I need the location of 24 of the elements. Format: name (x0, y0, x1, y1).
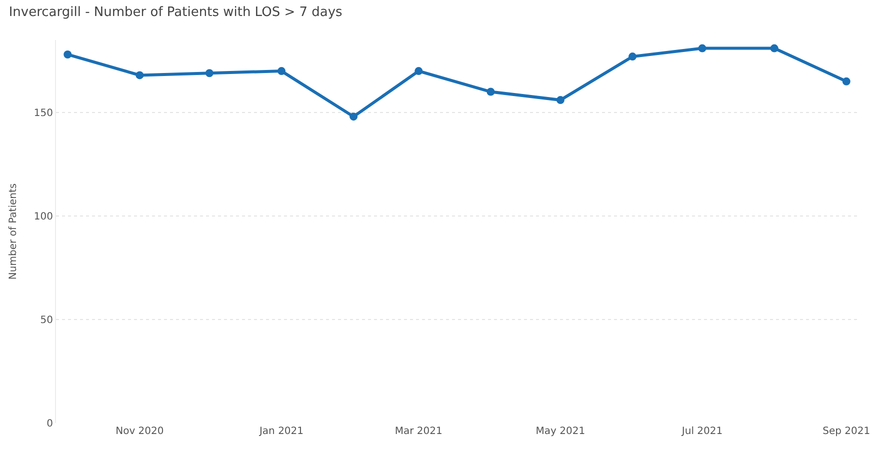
point (136, 71, 144, 80)
y-tick-label: 50 (40, 314, 53, 326)
x-tick-label: Nov 2020 (116, 426, 164, 437)
x-tick-label: Jan 2021 (258, 426, 304, 437)
x-tick-label: Mar 2021 (394, 426, 442, 437)
x-tick-label: Jul 2021 (680, 426, 723, 437)
point (64, 50, 72, 58)
point (770, 44, 778, 52)
point (414, 67, 423, 76)
y-tick-label: 100 (34, 211, 53, 222)
point (698, 44, 706, 52)
point (556, 96, 564, 104)
y-tick-label: 0 (46, 418, 53, 430)
point (277, 67, 286, 76)
chart-title: Invercargill - Number of Patients with LOS > 7 days (8, 4, 343, 20)
x-tick-label: Sep 2021 (822, 426, 870, 437)
point (205, 69, 214, 78)
y-axis-title: Number of Patients (8, 183, 19, 280)
x-tick-label: May 2021 (536, 426, 586, 437)
y-tick-label: 150 (34, 108, 53, 119)
point (486, 88, 495, 96)
point (842, 77, 850, 86)
point (628, 52, 637, 61)
point (350, 112, 358, 121)
